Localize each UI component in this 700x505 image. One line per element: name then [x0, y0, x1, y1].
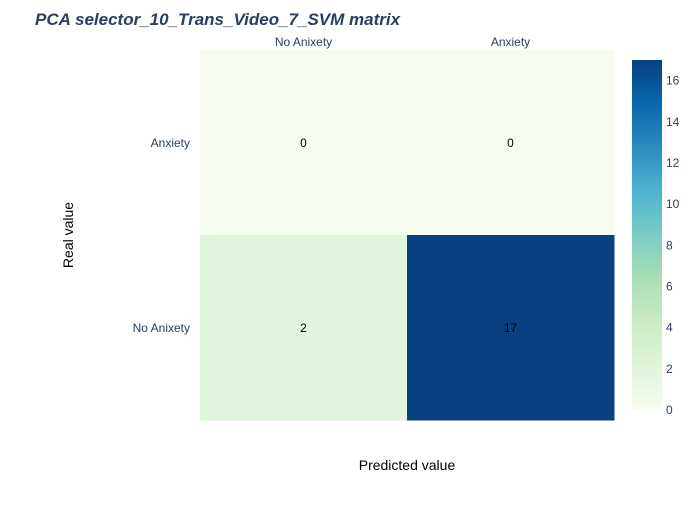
colorbar-tick-label: 10 [666, 197, 680, 211]
x-axis-title: Predicted value [359, 457, 456, 473]
colorbar-gradient [632, 60, 662, 410]
y-tick-label: Anxiety [151, 136, 190, 150]
colorbar-tick-label: 14 [666, 115, 680, 129]
y-axis-title: Real value [60, 202, 76, 268]
heatmap-cell-label: 0 [507, 136, 514, 150]
heatmap-cells [200, 50, 615, 421]
colorbar-tick-label: 0 [666, 403, 673, 417]
heatmap-cell [407, 235, 615, 421]
colorbar-tick-label: 2 [666, 362, 673, 376]
x-tick-label: No Anixety [275, 35, 332, 49]
y-axis-ticks: Anxiety No Anixety [133, 136, 190, 335]
heatmap-cell [200, 50, 408, 236]
y-tick-label: No Anixety [133, 321, 190, 335]
heatmap-cell [407, 50, 615, 236]
colorbar-tick-label: 12 [666, 156, 680, 170]
colorbar-tick-label: 8 [666, 238, 673, 252]
colorbar: 0 2 4 6 8 10 12 14 16 [632, 60, 680, 417]
heatmap-cell [200, 235, 408, 421]
colorbar-tick-label: 4 [666, 321, 673, 335]
colorbar-tick-label: 6 [666, 279, 673, 293]
x-axis-ticks: No Anixety Anxiety [275, 35, 530, 49]
heatmap-cell-labels: 0 0 2 17 [300, 136, 517, 335]
x-tick-label: Anxiety [491, 35, 530, 49]
colorbar-tick-label: 16 [666, 74, 680, 88]
chart-title: PCA selector_10_Trans_Video_7_SVM matrix [35, 10, 402, 29]
heatmap-cell-label: 2 [300, 321, 307, 335]
heatmap-cell-label: 17 [504, 321, 518, 335]
heatmap-cell-label: 0 [300, 136, 307, 150]
